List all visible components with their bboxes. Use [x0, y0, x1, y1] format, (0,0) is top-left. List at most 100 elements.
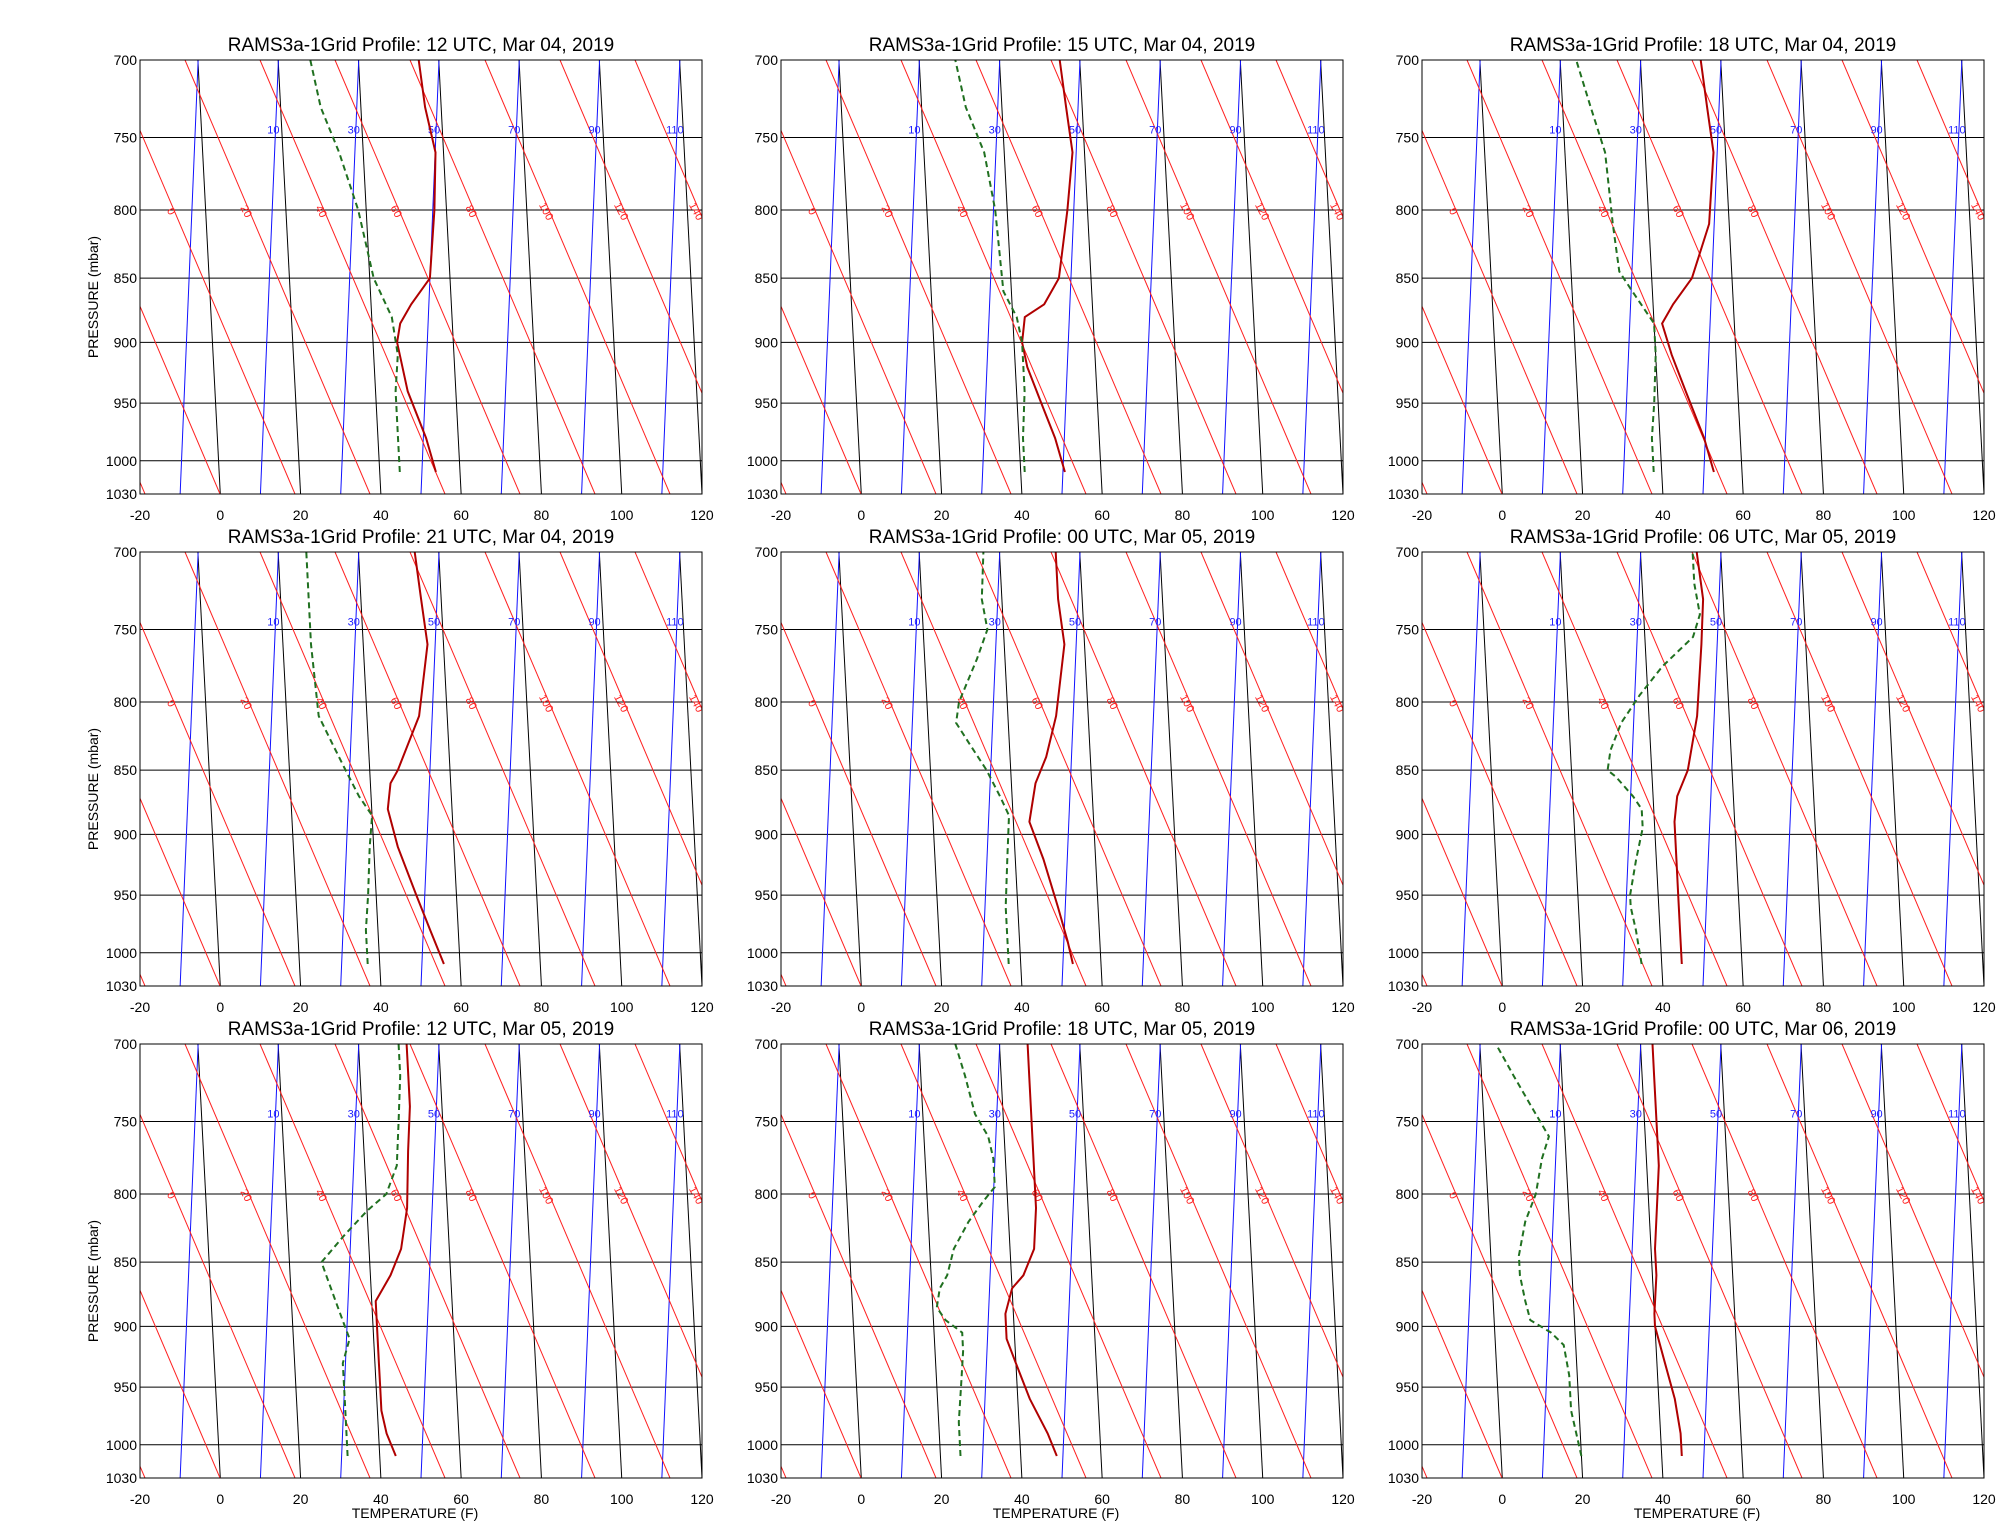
dry-adiabat-line [1541, 60, 1728, 494]
dry-adiabat-line [1200, 60, 1343, 395]
dry-adiabat-line [1275, 1044, 1343, 1203]
y-tick-label: 1000 [747, 1437, 778, 1453]
isotherm-line [438, 552, 462, 986]
dry-adiabat-line [1422, 305, 1503, 494]
isotherm-line [1079, 60, 1103, 494]
dewpoint-profile [955, 552, 1011, 965]
dry-adiabat-label: 0 [805, 1190, 818, 1201]
dry-adiabat-line [710, 60, 895, 494]
y-tick-label: 850 [114, 762, 138, 778]
dry-adiabat-line [860, 552, 1045, 986]
y-tick-label: 750 [1396, 130, 1420, 146]
x-tick-label: 20 [1575, 507, 1591, 523]
y-tick-label: 950 [1396, 395, 1420, 411]
dry-adiabat-line [1050, 60, 1237, 494]
x-tick-label: 20 [934, 1491, 950, 1507]
y-tick-label: 750 [114, 622, 138, 638]
isotherm-line [437, 552, 459, 986]
mixing-ratio-line [1943, 552, 1963, 986]
dry-adiabat-label: 40 [1594, 203, 1610, 219]
mixing-ratio-line [1943, 1044, 1963, 1478]
dry-adiabat-line [140, 1289, 221, 1478]
mixing-ratio-line [581, 1044, 601, 1478]
dry-adiabat-label: 80 [1103, 203, 1119, 219]
isotherm-line [1880, 60, 1905, 494]
mixing-ratio-label: 10 [267, 1109, 279, 1121]
dry-adiabat-line [1422, 1113, 1578, 1478]
dry-adiabat-line [825, 1044, 1012, 1478]
mixing-ratio-line [1622, 60, 1642, 494]
y-tick-label: 850 [1396, 762, 1420, 778]
dry-adiabat-line [1275, 60, 1343, 219]
isotherm-line [437, 1044, 459, 1478]
isotherm-line [1961, 552, 1984, 986]
dry-adiabat-line [1916, 1044, 1984, 1203]
dry-adiabat-line [1992, 60, 2000, 494]
isotherm-line [1239, 60, 1264, 494]
panel-title: RAMS3a-1Grid Profile: 00 UTC, Mar 05, 20… [869, 527, 1256, 548]
isotherm-line [1159, 1044, 1183, 1478]
isotherm-line [37, 60, 59, 494]
dry-adiabat-line [184, 60, 371, 494]
mixing-ratio-line [661, 552, 681, 986]
dry-adiabat-label: 60 [1028, 203, 1044, 219]
dry-adiabat-label: 80 [1744, 695, 1760, 711]
dry-adiabat-line [710, 552, 895, 986]
isotherm-line [598, 1044, 623, 1478]
mixing-ratio-line [1622, 552, 1642, 986]
x-tick-label: 80 [1816, 999, 1832, 1015]
x-tick-label: 40 [1014, 507, 1030, 523]
x-tick-label: 0 [216, 999, 224, 1015]
mixing-ratio-label: 110 [666, 617, 684, 629]
mixing-ratio-label: 70 [508, 1109, 520, 1121]
panel-title: RAMS3a-1Grid Profile: 21 UTC, Mar 04, 20… [228, 527, 615, 548]
y-tick-label: 700 [755, 52, 779, 68]
panel-title: RAMS3a-1Grid Profile: 18 UTC, Mar 04, 20… [1510, 35, 1897, 56]
mixing-ratio-line [340, 1044, 360, 1478]
mixing-ratio-line [820, 552, 840, 986]
dry-adiabat-line [781, 129, 937, 494]
isotherm-line [37, 1044, 59, 1478]
isotherm-line [598, 1044, 620, 1478]
x-tick-label: 40 [1655, 507, 1671, 523]
mixing-ratio-line [1541, 60, 1561, 494]
mixing-ratio-label: 50 [1710, 1109, 1722, 1121]
dewpoint-profile [1495, 1044, 1583, 1457]
mixing-ratio-label: 70 [1149, 1109, 1161, 1121]
panel-title: RAMS3a-1Grid Profile: 00 UTC, Mar 06, 20… [1510, 1019, 1897, 1040]
y-tick-label: 1000 [747, 945, 778, 961]
dry-adiabat-line [1351, 552, 1536, 986]
mixing-ratio-label: 50 [428, 617, 440, 629]
dry-adiabat-label: 20 [237, 1187, 253, 1203]
dewpoint-profile [305, 552, 374, 965]
isotherm-line [1320, 552, 1343, 986]
isotherm-line [679, 60, 702, 494]
isotherm-line [197, 552, 221, 986]
isotherm-line [518, 1044, 540, 1478]
isotherm-line [1239, 1044, 1261, 1478]
x-tick-label: 0 [1498, 1491, 1506, 1507]
isotherm-line [197, 1044, 221, 1478]
dry-adiabat-line [1766, 1044, 1953, 1478]
dry-adiabat-label: 20 [1519, 203, 1535, 219]
y-tick-label: 1000 [747, 453, 778, 469]
dry-adiabat-line [1125, 60, 1312, 494]
y-tick-label: 700 [1396, 544, 1420, 560]
mixing-ratio-line [1061, 552, 1081, 986]
dry-adiabat-label: 0 [1446, 698, 1459, 709]
y-tick-label: 1030 [747, 978, 778, 994]
x-tick-label: 80 [1816, 1491, 1832, 1507]
dry-adiabat-line [1092, 60, 1277, 494]
dry-adiabat-label: 20 [1519, 1187, 1535, 1203]
dry-adiabat-line [1992, 552, 2000, 986]
y-tick-label: 700 [114, 52, 138, 68]
temperature-profile [1651, 1044, 1683, 1457]
temperature-profile [1028, 552, 1074, 965]
x-tick-label: 0 [857, 1491, 865, 1507]
dry-adiabat-line [710, 1044, 895, 1478]
isotherm-line [679, 552, 702, 986]
dry-adiabat-line [634, 1044, 702, 1203]
